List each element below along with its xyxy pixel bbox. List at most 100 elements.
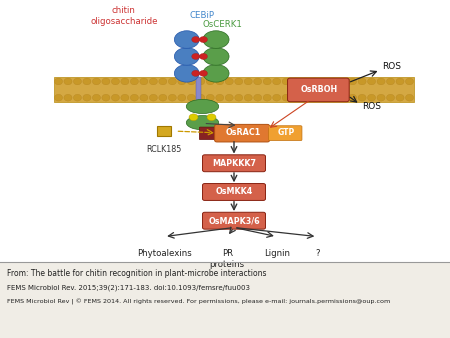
- Ellipse shape: [273, 94, 281, 101]
- Ellipse shape: [83, 78, 91, 85]
- Ellipse shape: [254, 78, 262, 85]
- Ellipse shape: [111, 78, 119, 85]
- Ellipse shape: [396, 94, 404, 101]
- Ellipse shape: [235, 78, 243, 85]
- Text: Phytoalexins: Phytoalexins: [137, 249, 192, 258]
- Ellipse shape: [187, 78, 195, 85]
- Ellipse shape: [329, 78, 338, 85]
- Ellipse shape: [149, 94, 158, 101]
- Ellipse shape: [175, 48, 199, 65]
- Ellipse shape: [358, 94, 366, 101]
- Ellipse shape: [225, 78, 233, 85]
- Ellipse shape: [396, 78, 404, 85]
- Ellipse shape: [368, 78, 376, 85]
- Ellipse shape: [206, 94, 214, 101]
- Text: OsMKK4: OsMKK4: [216, 188, 252, 196]
- Ellipse shape: [73, 78, 81, 85]
- FancyBboxPatch shape: [288, 78, 349, 102]
- Ellipse shape: [263, 78, 271, 85]
- Ellipse shape: [130, 94, 139, 101]
- FancyBboxPatch shape: [215, 124, 270, 142]
- FancyBboxPatch shape: [202, 184, 266, 200]
- Ellipse shape: [405, 94, 414, 101]
- Ellipse shape: [197, 94, 205, 101]
- Ellipse shape: [159, 94, 167, 101]
- Ellipse shape: [64, 94, 72, 101]
- Ellipse shape: [310, 78, 319, 85]
- Ellipse shape: [178, 78, 186, 85]
- Ellipse shape: [216, 78, 224, 85]
- Ellipse shape: [203, 31, 229, 48]
- Ellipse shape: [368, 94, 376, 101]
- Ellipse shape: [301, 94, 309, 101]
- Ellipse shape: [203, 48, 229, 65]
- Ellipse shape: [83, 94, 91, 101]
- Text: proteins: proteins: [210, 260, 245, 269]
- Text: RCLK185: RCLK185: [147, 145, 182, 154]
- Text: From: The battle for chitin recognition in plant-microbe interactions: From: The battle for chitin recognition …: [7, 269, 266, 279]
- Ellipse shape: [206, 78, 214, 85]
- Ellipse shape: [216, 94, 224, 101]
- Text: ROS: ROS: [382, 62, 401, 71]
- Text: FEMS Microbiol Rev | © FEMS 2014. All rights reserved. For permissions, please e: FEMS Microbiol Rev | © FEMS 2014. All ri…: [7, 298, 390, 305]
- Ellipse shape: [64, 78, 72, 85]
- FancyBboxPatch shape: [269, 126, 302, 141]
- Text: FEMS Microbiol Rev. 2015;39(2):171-183. doi:10.1093/femsre/fuu003: FEMS Microbiol Rev. 2015;39(2):171-183. …: [7, 285, 250, 291]
- Text: MAPKKK7: MAPKKK7: [212, 159, 256, 168]
- FancyBboxPatch shape: [54, 77, 414, 102]
- Circle shape: [207, 114, 216, 121]
- Ellipse shape: [377, 94, 385, 101]
- Ellipse shape: [186, 99, 219, 114]
- Ellipse shape: [225, 94, 233, 101]
- Ellipse shape: [320, 94, 328, 101]
- Circle shape: [199, 37, 207, 43]
- Ellipse shape: [254, 94, 262, 101]
- Ellipse shape: [377, 78, 385, 85]
- Ellipse shape: [168, 94, 176, 101]
- Ellipse shape: [121, 94, 129, 101]
- Text: Lignin: Lignin: [264, 249, 290, 258]
- Text: chitin
oligosaccharide: chitin oligosaccharide: [90, 6, 158, 26]
- Ellipse shape: [149, 78, 158, 85]
- Ellipse shape: [175, 65, 199, 82]
- Ellipse shape: [320, 78, 328, 85]
- Ellipse shape: [102, 94, 110, 101]
- Ellipse shape: [292, 94, 300, 101]
- Circle shape: [192, 37, 200, 43]
- Text: ?: ?: [315, 249, 320, 258]
- Circle shape: [199, 53, 207, 59]
- Ellipse shape: [282, 78, 290, 85]
- Ellipse shape: [358, 78, 366, 85]
- Ellipse shape: [339, 78, 347, 85]
- Ellipse shape: [301, 78, 309, 85]
- Text: GTP: GTP: [277, 128, 294, 137]
- Ellipse shape: [130, 78, 139, 85]
- Ellipse shape: [282, 94, 290, 101]
- Text: OsRBOH: OsRBOH: [301, 86, 338, 94]
- Text: OsMAPK3/6: OsMAPK3/6: [208, 216, 260, 225]
- Ellipse shape: [187, 94, 195, 101]
- FancyBboxPatch shape: [202, 155, 266, 172]
- Ellipse shape: [203, 65, 229, 82]
- Ellipse shape: [244, 78, 252, 85]
- Circle shape: [192, 70, 200, 76]
- Ellipse shape: [54, 78, 63, 85]
- Ellipse shape: [339, 94, 347, 101]
- Ellipse shape: [244, 94, 252, 101]
- Circle shape: [199, 70, 207, 76]
- Ellipse shape: [140, 94, 148, 101]
- Ellipse shape: [310, 94, 319, 101]
- Ellipse shape: [121, 78, 129, 85]
- Ellipse shape: [197, 78, 205, 85]
- Ellipse shape: [349, 94, 357, 101]
- FancyBboxPatch shape: [202, 212, 266, 229]
- Ellipse shape: [235, 94, 243, 101]
- Ellipse shape: [92, 94, 100, 101]
- Ellipse shape: [73, 94, 81, 101]
- Text: ROS: ROS: [362, 102, 381, 111]
- Ellipse shape: [263, 94, 271, 101]
- Ellipse shape: [111, 94, 119, 101]
- Ellipse shape: [178, 94, 186, 101]
- Ellipse shape: [329, 94, 338, 101]
- Circle shape: [192, 53, 200, 59]
